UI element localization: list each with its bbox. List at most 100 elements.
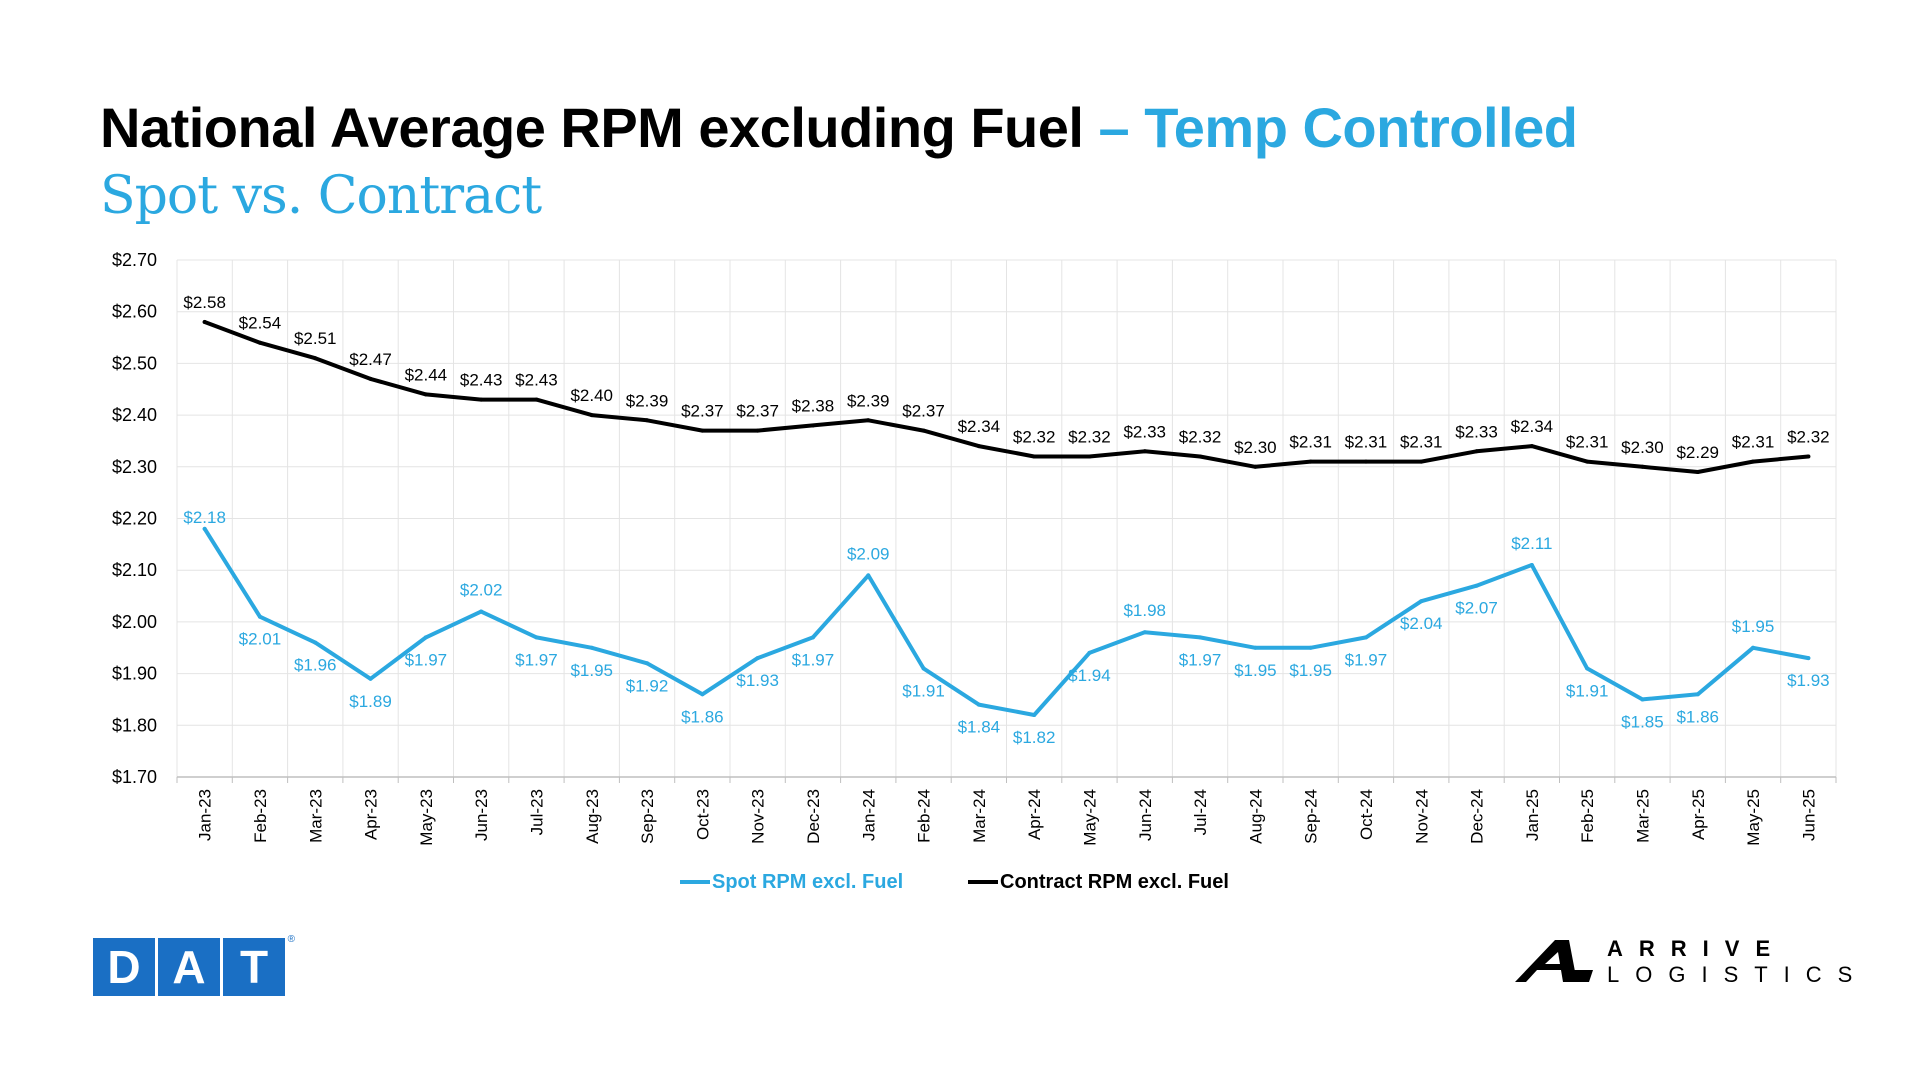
contract-data-label: $2.29 [1676, 443, 1719, 462]
contract-data-point [1751, 459, 1756, 464]
y-tick-label: $2.50 [112, 353, 157, 373]
contract-data-point [755, 428, 760, 433]
contract-data-point [1806, 454, 1811, 459]
spot-data-label: $1.92 [626, 676, 669, 695]
x-tick-label: May-24 [1080, 789, 1099, 846]
x-tick-label: Aug-23 [583, 789, 602, 844]
x-tick-label: Nov-23 [749, 789, 768, 844]
spot-data-point [1585, 666, 1590, 671]
contract-series-line [202, 320, 1811, 474]
x-tick-label: Nov-24 [1412, 789, 1431, 844]
y-tick-label: $2.60 [112, 302, 157, 322]
contract-data-label: $2.32 [1013, 427, 1056, 446]
contract-data-label: $2.34 [958, 417, 1001, 436]
contract-data-label: $2.44 [405, 365, 448, 384]
y-tick-label: $1.80 [112, 715, 157, 735]
contract-data-label: $2.43 [460, 371, 503, 390]
contract-data-label: $2.39 [626, 391, 669, 410]
contract-data-label: $2.32 [1179, 427, 1222, 446]
spot-data-point [1695, 692, 1700, 697]
spot-data-point [1253, 645, 1258, 650]
spot-data-label: $2.09 [847, 544, 890, 563]
contract-data-label: $2.34 [1511, 417, 1554, 436]
contract-data-point [1087, 454, 1092, 459]
spot-data-label: $1.95 [1234, 661, 1277, 680]
spot-data-label: $1.93 [736, 671, 779, 690]
contract-data-label: $2.33 [1123, 422, 1166, 441]
spot-data-label: $1.86 [1676, 707, 1719, 726]
contract-data-point [368, 376, 373, 381]
spot-data-point [1087, 650, 1092, 655]
x-tick-label: Feb-24 [915, 789, 934, 843]
spot-data-point [1198, 635, 1203, 640]
contract-data-label: $2.32 [1787, 427, 1830, 446]
contract-data-point [313, 356, 318, 361]
contract-data-point [534, 397, 539, 402]
spot-data-label: $1.97 [792, 650, 835, 669]
x-tick-label: Feb-23 [251, 789, 270, 843]
x-tick-label: Sep-23 [638, 789, 657, 844]
contract-data-label: $2.58 [183, 293, 226, 312]
y-tick-label: $2.70 [112, 250, 157, 270]
contract-data-point [1032, 454, 1037, 459]
spot-data-point [479, 609, 484, 614]
spot-data-label: $1.82 [1013, 728, 1056, 747]
spot-data-point [423, 635, 428, 640]
contract-data-point [1695, 469, 1700, 474]
spot-data-label: $2.11 [1511, 534, 1552, 553]
spot-data-point [1142, 630, 1147, 635]
spot-data-label: $1.94 [1068, 666, 1111, 685]
x-tick-label: Dec-23 [804, 789, 823, 844]
spot-data-point [921, 666, 926, 671]
contract-data-label: $2.37 [902, 402, 945, 421]
spot-data-point [1640, 697, 1645, 702]
contract-data-label: $2.51 [294, 329, 337, 348]
dat-logo: D A T ® [93, 934, 295, 996]
y-tick-label: $2.40 [112, 405, 157, 425]
contract-data-label: $2.37 [736, 402, 779, 421]
title-main: National Average RPM excluding Fuel [100, 96, 1084, 159]
spot-data-label: $1.95 [1732, 617, 1775, 636]
x-tick-label: Jan-23 [196, 789, 215, 841]
spot-data-label: $2.02 [460, 581, 503, 600]
x-tick-label: Apr-23 [362, 789, 381, 840]
legend-contract-label: Contract RPM excl. Fuel [1000, 871, 1229, 893]
x-tick-label: Jul-23 [527, 789, 546, 835]
contract-data-point [479, 397, 484, 402]
spot-data-label: $1.96 [294, 656, 337, 675]
contract-data-point [1419, 459, 1424, 464]
chart-subtitle: Spot vs. Contract [100, 166, 542, 226]
spot-data-point [1806, 656, 1811, 661]
contract-data-point [1585, 459, 1590, 464]
y-tick-label: $1.70 [112, 767, 157, 787]
x-tick-label: Jan-24 [859, 789, 878, 841]
x-tick-label: May-23 [417, 789, 436, 846]
spot-data-point [257, 614, 262, 619]
x-tick-label: Aug-24 [1246, 789, 1265, 844]
spot-data-point [589, 645, 594, 650]
contract-data-label: $2.39 [847, 391, 890, 410]
contract-data-point [1142, 449, 1147, 454]
spot-series-line [202, 526, 1811, 717]
x-tick-label: Jun-23 [472, 789, 491, 841]
contract-data-point [1253, 464, 1258, 469]
contract-data-point [423, 392, 428, 397]
dat-logo-letter: A [158, 938, 220, 996]
contract-data-label: $2.31 [1289, 433, 1332, 452]
contract-data-label: $2.47 [349, 350, 392, 369]
spot-data-point [755, 656, 760, 661]
contract-data-point [257, 340, 262, 345]
y-tick-label: $2.20 [112, 509, 157, 529]
x-tick-label: Oct-24 [1357, 789, 1376, 840]
arrive-wordmark: ARRIVE [1607, 936, 1787, 961]
spot-data-point [534, 635, 539, 640]
spot-data-point [1419, 599, 1424, 604]
contract-data-label: $2.32 [1068, 427, 1111, 446]
contract-data-point [1363, 459, 1368, 464]
spot-data-label: $1.98 [1123, 601, 1166, 620]
contract-data-label: $2.33 [1455, 422, 1498, 441]
contract-data-point [866, 418, 871, 423]
contract-data-label: $2.31 [1400, 433, 1443, 452]
contract-data-label: $2.31 [1732, 433, 1775, 452]
